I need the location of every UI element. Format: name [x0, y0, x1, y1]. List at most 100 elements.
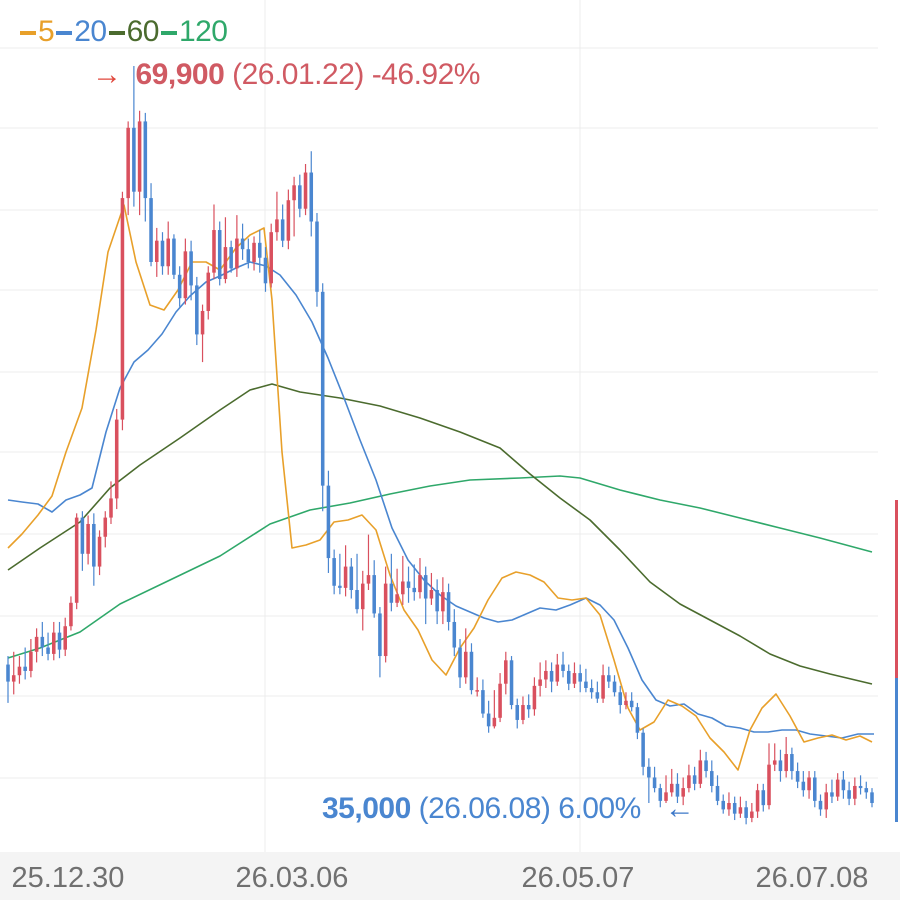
candle-body: [149, 198, 153, 262]
candle-body: [343, 566, 348, 588]
candle-body: [687, 775, 691, 789]
candle-body: [52, 632, 56, 654]
candle-body: [154, 240, 159, 262]
candle-body: [57, 632, 62, 650]
candle-body: [761, 790, 766, 806]
x-tick-label: 25.12.30: [11, 862, 125, 894]
candle-body: [320, 291, 325, 486]
candle-body: [721, 800, 726, 810]
candle-body: [555, 664, 560, 682]
candle-body: [710, 771, 714, 786]
candle-body: [183, 251, 188, 299]
legend-dash: [20, 31, 36, 36]
candle-body: [395, 594, 399, 603]
candle-body: [847, 790, 851, 799]
ma5-line: [7, 204, 873, 771]
candle-body: [360, 583, 365, 610]
candle-body: [515, 705, 520, 720]
candle-body: [378, 613, 382, 657]
legend-dash: [108, 31, 125, 36]
candle-body: [561, 664, 565, 671]
candle-body: [80, 517, 85, 554]
right-arrow-icon: →: [92, 58, 122, 91]
candle-body: [612, 681, 617, 693]
candle-body: [355, 590, 359, 610]
candle-body: [206, 272, 211, 311]
candle-body: [132, 127, 136, 192]
candle-body: [675, 783, 680, 797]
candle-body: [813, 777, 817, 801]
candle-body: [549, 670, 554, 682]
chart-grid: [0, 0, 878, 852]
candle-body: [446, 592, 451, 622]
candle-body: [864, 788, 869, 793]
x-tick-label: 26.07.08: [755, 862, 869, 894]
candle-body: [698, 760, 703, 784]
candle-body: [412, 587, 417, 593]
legend-dash: [56, 31, 73, 36]
candle-body: [841, 779, 846, 791]
candle-body: [423, 575, 428, 599]
max-price-value: 69,900: [135, 58, 225, 91]
ma20-line: [7, 261, 874, 739]
candle-body: [772, 760, 777, 765]
candle-body: [658, 788, 663, 801]
candle-body: [114, 419, 119, 499]
candle-body: [246, 249, 251, 262]
candle-body: [584, 681, 588, 688]
candle-body: [544, 670, 548, 680]
candle-body: [217, 230, 222, 280]
candle-body: [160, 240, 165, 267]
candle-body: [389, 583, 394, 603]
candle-body: [29, 651, 33, 671]
candle-body: [578, 673, 582, 682]
candle-body: [492, 717, 497, 727]
candle-body: [240, 238, 245, 250]
legend-label-ma20: 20: [74, 15, 107, 48]
candle-body: [401, 581, 405, 595]
right-edge-up-bar: [895, 500, 898, 678]
candle-body: [366, 575, 371, 584]
candle-body: [807, 777, 811, 791]
candle-body: [229, 247, 233, 269]
candle-body: [172, 238, 176, 275]
candle-body: [624, 700, 628, 706]
candle-body: [566, 670, 571, 684]
candle-body: [309, 172, 314, 222]
candle-body: [406, 581, 411, 588]
candle-body: [17, 666, 22, 676]
candle-body: [704, 760, 708, 772]
candle-body: [74, 517, 79, 603]
min-price-value: 35,000: [322, 792, 411, 825]
min-price-annotation: 35,000 (26.06.08) 6.00% ←: [322, 792, 695, 826]
candle-body: [647, 766, 651, 778]
candle-body: [601, 675, 605, 699]
candle-body: [441, 592, 445, 612]
right-edge-bars: [895, 500, 898, 822]
candle-body: [292, 185, 296, 201]
candle-body: [715, 785, 720, 801]
candle-body: [263, 257, 268, 284]
candle-body: [778, 760, 783, 772]
candle-body: [195, 285, 199, 335]
candle-body: [34, 636, 39, 652]
candle-body: [664, 792, 668, 801]
candle-body: [853, 785, 857, 799]
candle-body: [669, 783, 674, 793]
candle-body: [109, 498, 113, 518]
candle-body: [315, 221, 319, 292]
candle-body: [298, 185, 302, 209]
candle-body: [504, 660, 508, 684]
candle-body: [755, 790, 760, 812]
legend-label-ma60: 60: [126, 15, 160, 48]
min-price-change: 6.00%: [558, 792, 641, 825]
x-axis: 25.12.30 26.03.06 26.05.07 26.07.08: [0, 852, 900, 900]
candle-body: [458, 647, 462, 678]
candle-body: [481, 690, 485, 714]
legend-dash: [160, 31, 177, 36]
candle-body: [338, 585, 342, 588]
ma120-line: [7, 475, 873, 659]
candle-body: [303, 172, 308, 209]
candle-body: [784, 754, 788, 772]
